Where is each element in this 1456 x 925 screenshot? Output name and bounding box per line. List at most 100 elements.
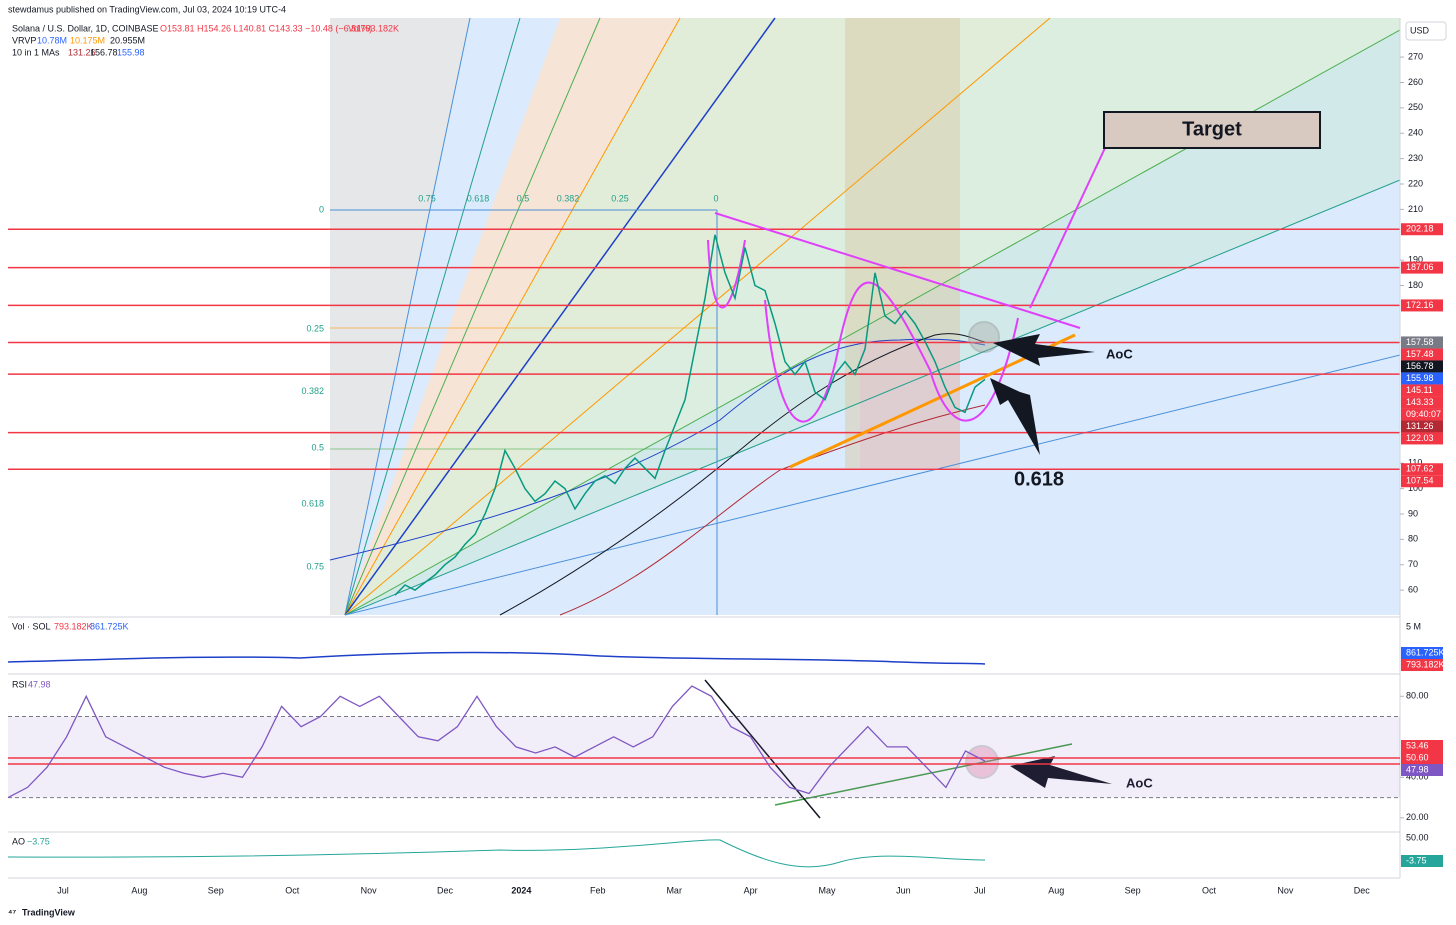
fib-label: 0 bbox=[319, 204, 324, 214]
price-label: 131.26 bbox=[1406, 421, 1434, 431]
trendline bbox=[714, 212, 1081, 329]
ma-line bbox=[329, 338, 986, 561]
y-tick-label: 90 bbox=[1408, 508, 1418, 518]
fib-label: 0.618 bbox=[467, 193, 490, 203]
aoc-label: AoC bbox=[1106, 346, 1133, 361]
ma-value: 155.98 bbox=[117, 47, 145, 57]
price-label-bg bbox=[1401, 372, 1443, 385]
x-tick-label: Dec bbox=[1354, 885, 1371, 895]
x-tick-label: May bbox=[818, 885, 836, 895]
price-label: 172.16 bbox=[1406, 300, 1434, 310]
ao-label: -3.75 bbox=[1406, 855, 1427, 865]
y-tick-label: 180 bbox=[1408, 280, 1423, 290]
countdown: 09:40:07 bbox=[1406, 409, 1441, 419]
aoc-circle bbox=[968, 321, 1000, 353]
x-tick-label: Nov bbox=[361, 885, 378, 895]
volume-ma bbox=[7, 651, 986, 665]
y-tick-label: 100 bbox=[1408, 483, 1423, 493]
rsi-label: 47.98 bbox=[1406, 764, 1429, 774]
rsi-trendline bbox=[704, 679, 821, 819]
y-tick-label: 20.00 bbox=[1406, 812, 1429, 822]
price-label-bg bbox=[1401, 261, 1443, 274]
x-tick-label: Sep bbox=[208, 885, 224, 895]
ao-hint bbox=[7, 839, 986, 868]
y-tick-label: 80 bbox=[1408, 534, 1418, 544]
volume-label: 861.725K bbox=[1406, 647, 1445, 657]
x-tick-label: Oct bbox=[285, 885, 300, 895]
price-label: 157.58 bbox=[1406, 337, 1434, 347]
fib-label: 0.618 bbox=[1014, 468, 1064, 490]
footer-logo: ⁴⁷ bbox=[8, 907, 16, 917]
target-label: Target bbox=[1182, 118, 1242, 140]
y-tick-label: 250 bbox=[1408, 102, 1423, 112]
y-tick-label: 230 bbox=[1408, 153, 1423, 163]
author-line: stewdamus published on TradingView.com, … bbox=[8, 4, 286, 14]
rsi-label-bg bbox=[1401, 740, 1443, 752]
x-tick-label: Aug bbox=[131, 885, 147, 895]
x-tick-label: Mar bbox=[666, 885, 682, 895]
rsi-line bbox=[7, 685, 986, 799]
y-tick-label: 40.00 bbox=[1406, 772, 1429, 782]
y-tick-label: 70 bbox=[1408, 559, 1418, 569]
x-tick-label: Oct bbox=[1202, 885, 1217, 895]
volume-label: 793.182K bbox=[1406, 659, 1445, 669]
price-label-bg bbox=[1401, 384, 1443, 397]
fib-label: 0.382 bbox=[301, 386, 324, 396]
ma-value: 131.26 bbox=[68, 47, 96, 57]
price-label: 107.62 bbox=[1406, 464, 1434, 474]
fib-label: 0.618 bbox=[301, 499, 324, 509]
x-tick-label: Jun bbox=[896, 885, 911, 895]
x-tick-label: Apr bbox=[744, 885, 758, 895]
rsi-label: 50.60 bbox=[1406, 752, 1429, 762]
price-label: 155.98 bbox=[1406, 373, 1434, 383]
fib-label: 0.25 bbox=[611, 193, 629, 203]
x-tick-label: Jul bbox=[974, 885, 986, 895]
price-label-bg bbox=[1401, 299, 1443, 312]
rsi-label-bg bbox=[1401, 764, 1443, 776]
price-label: 202.18 bbox=[1406, 224, 1434, 234]
target-line bbox=[1029, 147, 1106, 309]
aoc-arrow bbox=[993, 334, 1095, 366]
currency: USD bbox=[1410, 25, 1430, 35]
countdown-bg bbox=[1401, 408, 1443, 421]
fib-label: 0 bbox=[713, 193, 718, 203]
ohlc: O153.81 H154.26 L140.81 C143.33 −10.48 (… bbox=[160, 23, 372, 33]
fib-label: 0.75 bbox=[418, 193, 436, 203]
y-tick-label: 80.00 bbox=[1406, 691, 1429, 701]
volume-axis: 5 M bbox=[1406, 621, 1421, 631]
x-tick-label: Sep bbox=[1125, 885, 1141, 895]
y-tick-label: 220 bbox=[1408, 178, 1423, 188]
rsi-label-bg bbox=[1401, 752, 1443, 764]
symbol: Solana / U.S. Dollar, 1D, COINBASE bbox=[12, 23, 159, 33]
price-label: 122.03 bbox=[1406, 433, 1434, 443]
y-tick-label: 270 bbox=[1408, 51, 1423, 61]
x-tick-label: Aug bbox=[1048, 885, 1064, 895]
ma-line bbox=[559, 404, 986, 616]
vrvp: VRVP bbox=[12, 35, 36, 45]
price-label: 145.11 bbox=[1406, 385, 1433, 395]
y-tick-label: 240 bbox=[1408, 128, 1423, 138]
ao-value: −3.75 bbox=[27, 836, 50, 846]
rsi-band bbox=[8, 716, 1400, 798]
y-tick-label: 110 bbox=[1408, 458, 1422, 468]
y-tick-label: 210 bbox=[1408, 204, 1423, 214]
price-label-bg bbox=[1401, 475, 1443, 488]
price-label-bg bbox=[1401, 432, 1443, 445]
volume-value: 861.725K bbox=[90, 621, 129, 631]
y-tick-label: 190 bbox=[1408, 255, 1423, 265]
price-label-bg bbox=[1401, 223, 1443, 236]
ao-label-bg bbox=[1401, 855, 1443, 867]
x-tick-label: Nov bbox=[1277, 885, 1294, 895]
price-label-bg bbox=[1401, 360, 1443, 373]
price-line bbox=[394, 234, 986, 596]
volume-label-bg bbox=[1401, 659, 1443, 671]
volume-label-bg bbox=[1401, 647, 1443, 659]
ao-axis: 50.00 bbox=[1406, 832, 1429, 842]
price-label: 156.78 bbox=[1406, 361, 1434, 371]
x-tick-label: Feb bbox=[590, 885, 606, 895]
price-label: 157.48 bbox=[1406, 349, 1434, 359]
footer: TradingView bbox=[22, 907, 76, 917]
target-box bbox=[1103, 111, 1321, 149]
rsi-title: RSI bbox=[12, 679, 27, 689]
